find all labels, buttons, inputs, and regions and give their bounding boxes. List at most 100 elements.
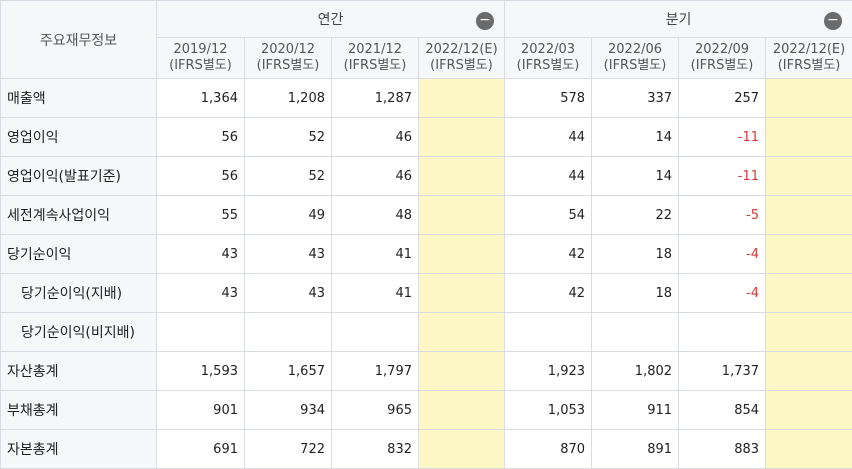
- quarterly-collapse-icon[interactable]: −: [824, 12, 842, 30]
- quarterly-value-cell: 44: [505, 157, 592, 196]
- quarterly-value-cell: -5: [679, 196, 766, 235]
- period-basis: (IFRS별도): [245, 58, 331, 74]
- quarterly-value-cell: 14: [592, 118, 679, 157]
- annual-value-cell: [419, 430, 505, 469]
- annual-value-cell: 1,657: [245, 352, 332, 391]
- annual-value-cell: 934: [245, 391, 332, 430]
- annual-value-cell: 46: [332, 157, 419, 196]
- quarterly-value-cell: 1,053: [505, 391, 592, 430]
- annual-value-cell: 55: [157, 196, 245, 235]
- annual-value-cell: 43: [245, 235, 332, 274]
- annual-value-cell: 41: [332, 235, 419, 274]
- annual-value-cell: [419, 313, 505, 352]
- row-label: 당기순이익: [1, 235, 157, 274]
- quarterly-value-cell: [766, 79, 852, 118]
- period-basis: (IFRS별도): [592, 58, 678, 74]
- quarterly-value-cell: 1,737: [679, 352, 766, 391]
- row-label: 세전계속사업이익: [1, 196, 157, 235]
- annual-value-cell: 1,593: [157, 352, 245, 391]
- annual-value-cell: 832: [332, 430, 419, 469]
- annual-value-cell: 56: [157, 157, 245, 196]
- annual-period-header: 2020/12(IFRS별도): [245, 38, 332, 79]
- quarterly-period-header: 2022/09(IFRS별도): [679, 38, 766, 79]
- annual-collapse-icon[interactable]: −: [476, 12, 494, 30]
- annual-value-cell: 52: [245, 157, 332, 196]
- period-date: 2019/12: [157, 42, 244, 58]
- annual-value-cell: [245, 313, 332, 352]
- annual-value-cell: [332, 313, 419, 352]
- annual-value-cell: [419, 352, 505, 391]
- annual-period-header: 2019/12(IFRS별도): [157, 38, 245, 79]
- quarterly-value-cell: [766, 274, 852, 313]
- annual-value-cell: 49: [245, 196, 332, 235]
- quarterly-value-cell: [766, 235, 852, 274]
- row-label: 부채총계: [1, 391, 157, 430]
- quarterly-value-cell: [505, 313, 592, 352]
- row-label: 자본총계: [1, 430, 157, 469]
- annual-value-cell: 43: [157, 235, 245, 274]
- annual-value-cell: [419, 235, 505, 274]
- period-basis: (IFRS별도): [766, 58, 852, 74]
- period-basis: (IFRS별도): [157, 58, 244, 74]
- quarterly-value-cell: 18: [592, 274, 679, 313]
- row-label: 영업이익(발표기준): [1, 157, 157, 196]
- period-date: 2022/06: [592, 42, 678, 58]
- period-basis: (IFRS별도): [332, 58, 418, 74]
- period-date: 2022/09: [679, 42, 765, 58]
- annual-value-cell: [419, 118, 505, 157]
- annual-group-header: 연간 −: [157, 1, 505, 38]
- annual-value-cell: [419, 274, 505, 313]
- period-date: 2020/12: [245, 42, 331, 58]
- quarterly-value-cell: -11: [679, 118, 766, 157]
- annual-value-cell: [419, 196, 505, 235]
- row-label: 자산총계: [1, 352, 157, 391]
- row-label: 영업이익: [1, 118, 157, 157]
- quarterly-value-cell: 22: [592, 196, 679, 235]
- quarterly-value-cell: 870: [505, 430, 592, 469]
- corner-header: 주요재무정보: [1, 1, 157, 79]
- quarterly-value-cell: [766, 313, 852, 352]
- annual-value-cell: [419, 79, 505, 118]
- annual-value-cell: 43: [245, 274, 332, 313]
- table-row: 당기순이익(비지배): [1, 313, 852, 352]
- period-basis: (IFRS별도): [419, 58, 504, 74]
- annual-value-cell: 901: [157, 391, 245, 430]
- annual-value-cell: 48: [332, 196, 419, 235]
- quarterly-value-cell: 883: [679, 430, 766, 469]
- period-date: 2022/12(E): [766, 42, 852, 58]
- annual-value-cell: 56: [157, 118, 245, 157]
- quarterly-value-cell: -11: [679, 157, 766, 196]
- annual-value-cell: 691: [157, 430, 245, 469]
- quarterly-label: 분기: [666, 12, 692, 28]
- quarterly-value-cell: 18: [592, 235, 679, 274]
- quarterly-value-cell: [766, 118, 852, 157]
- quarterly-value-cell: [766, 430, 852, 469]
- quarterly-value-cell: 854: [679, 391, 766, 430]
- annual-value-cell: 41: [332, 274, 419, 313]
- quarterly-value-cell: 911: [592, 391, 679, 430]
- annual-value-cell: [419, 391, 505, 430]
- quarterly-value-cell: 1,923: [505, 352, 592, 391]
- annual-period-header: 2021/12(IFRS별도): [332, 38, 419, 79]
- quarterly-value-cell: 42: [505, 274, 592, 313]
- annual-value-cell: 43: [157, 274, 245, 313]
- quarterly-group-header: 분기 −: [505, 1, 852, 38]
- annual-value-cell: 1,287: [332, 79, 419, 118]
- quarterly-value-cell: 44: [505, 118, 592, 157]
- period-date: 2022/12(E): [419, 42, 504, 58]
- row-label: 당기순이익(비지배): [1, 313, 157, 352]
- row-label: 매출액: [1, 79, 157, 118]
- annual-value-cell: 46: [332, 118, 419, 157]
- period-date: 2021/12: [332, 42, 418, 58]
- annual-value-cell: 965: [332, 391, 419, 430]
- quarterly-value-cell: 42: [505, 235, 592, 274]
- quarterly-period-header: 2022/06(IFRS별도): [592, 38, 679, 79]
- quarterly-value-cell: 14: [592, 157, 679, 196]
- quarterly-value-cell: 891: [592, 430, 679, 469]
